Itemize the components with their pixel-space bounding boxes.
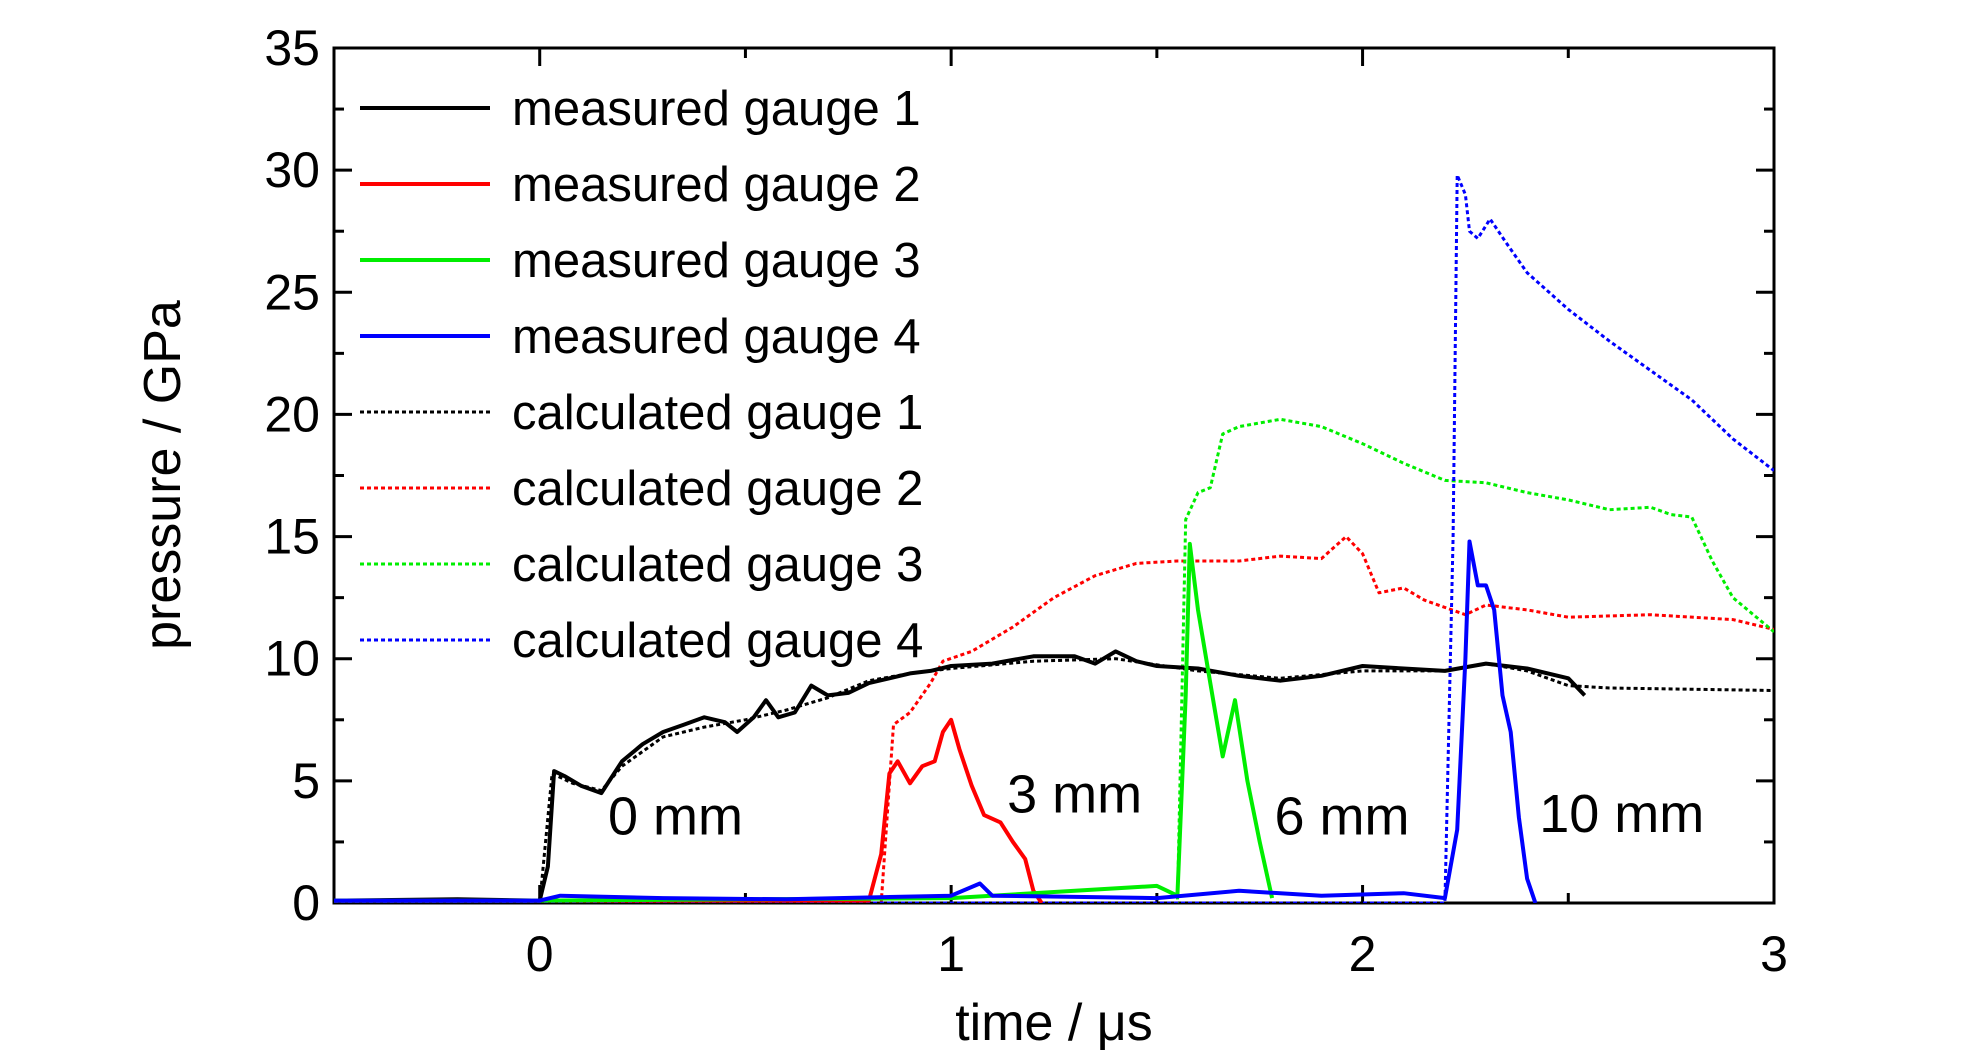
y-tick-label: 5	[292, 753, 320, 809]
legend: measured gauge 1 measured gauge 2 measured…	[360, 82, 923, 668]
y-tick-label: 30	[264, 142, 320, 198]
legend-label: measured gauge 2	[512, 158, 921, 212]
y-tick-label: 0	[292, 875, 320, 931]
series-line-7	[334, 417, 1774, 903]
series-line-8	[334, 173, 1774, 903]
legend-label: calculated gauge 3	[512, 538, 923, 592]
annotations: 0 mm 3 mm 6 mm 10 mm	[608, 765, 1704, 847]
series-line-6	[334, 535, 1774, 903]
legend-label: calculated gauge 2	[512, 462, 923, 516]
legend-label: calculated gauge 4	[512, 614, 923, 668]
series-line-2	[334, 717, 1044, 903]
distance-annotation: 6 mm	[1275, 787, 1410, 847]
y-tick-label: 15	[264, 509, 320, 565]
legend-label: calculated gauge 1	[512, 386, 923, 440]
distance-annotation: 10 mm	[1539, 784, 1704, 844]
x-axis-title: time / μs	[955, 994, 1153, 1052]
y-tick-label: 10	[264, 631, 320, 687]
y-tick-labels: 0 5 10 15 20 25 30 35	[264, 20, 320, 931]
y-tick-label: 25	[264, 264, 320, 320]
legend-label: measured gauge 3	[512, 234, 921, 288]
distance-annotation: 0 mm	[608, 787, 743, 847]
y-tick-label: 20	[264, 386, 320, 442]
series-line-4	[334, 539, 1538, 903]
legend-label: measured gauge 1	[512, 82, 921, 136]
x-tick-label: 0	[526, 926, 554, 982]
series-line-3	[334, 541, 1275, 903]
y-axis-title: pressure / GPa	[134, 300, 192, 650]
x-tick-label: 1	[937, 926, 965, 982]
y-tick-label: 35	[264, 20, 320, 76]
legend-label: measured gauge 4	[512, 310, 921, 364]
x-tick-label: 3	[1760, 926, 1788, 982]
distance-annotation: 3 mm	[1007, 765, 1142, 825]
x-tick-label: 2	[1349, 926, 1377, 982]
series-line-1	[334, 649, 1587, 903]
series-lines	[334, 173, 1774, 903]
x-tick-labels: 0 1 2 3	[526, 926, 1788, 982]
